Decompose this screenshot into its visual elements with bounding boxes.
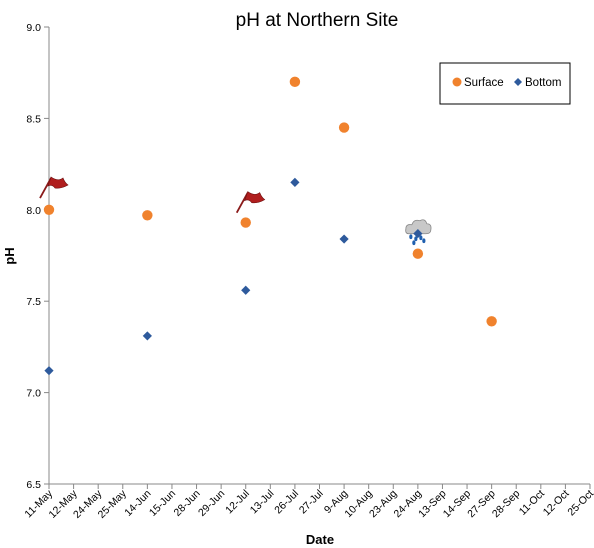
bottom-point xyxy=(413,228,423,239)
y-axis-label: pH xyxy=(2,247,17,264)
x-tick-label: 27-Jul xyxy=(297,488,326,517)
x-tick-label: 11-Oct xyxy=(517,488,547,518)
x-tick-label: 26-Jul xyxy=(272,488,301,517)
flag-cloth xyxy=(244,191,266,204)
surface-point xyxy=(486,316,497,327)
x-tick-label: 28-Jun xyxy=(171,488,202,519)
y-tick-label: 6.5 xyxy=(26,479,41,491)
data-marks xyxy=(43,76,497,376)
rain-drop xyxy=(409,234,413,240)
surface-point xyxy=(338,122,350,133)
bottom-point xyxy=(44,366,54,376)
x-tick-label: 14-Jun xyxy=(122,488,153,519)
surface-point xyxy=(43,204,55,215)
legend: Surface Bottom xyxy=(439,62,571,105)
flag-icon xyxy=(235,191,266,214)
annotation-group xyxy=(39,176,432,246)
surface-point xyxy=(289,76,301,88)
cloud-shape xyxy=(405,219,432,235)
x-tick-label: 25-May xyxy=(96,487,130,521)
rain-drop xyxy=(412,240,416,246)
bottom-point xyxy=(241,285,251,295)
x-tick-label: 13-Jul xyxy=(248,488,277,517)
legend-label-surface: Surface xyxy=(464,77,504,89)
flag-pole xyxy=(39,177,52,199)
legend-marker-surface xyxy=(452,77,462,87)
x-tick-label: 28-Sep xyxy=(490,488,523,521)
rain-cloud-icon xyxy=(405,219,432,246)
y-tick-label: 7.5 xyxy=(26,296,41,308)
rain-drop xyxy=(419,235,423,241)
y-tick-label: 8.5 xyxy=(26,113,41,125)
x-tick-label: 29-Jun xyxy=(196,488,227,519)
legend-label-bottom: Bottom xyxy=(525,77,561,89)
x-tick-group: 11-May12-May24-May25-May14-Jun15-Jun28-J… xyxy=(22,484,594,521)
flag-cloth xyxy=(47,176,69,189)
chart-title: pH at Northern Site xyxy=(236,10,399,31)
y-tick-label: 8.0 xyxy=(26,205,41,217)
y-tick-label: 7.0 xyxy=(26,388,41,400)
y-tick-group: 6.5 7.0 7.5 8.0 8.5 9.0 xyxy=(26,22,49,491)
rain-drop xyxy=(414,236,418,242)
surface-point xyxy=(240,217,251,228)
x-axis-label: Date xyxy=(306,532,334,547)
flag-pole xyxy=(235,192,249,214)
flag-icon xyxy=(39,176,69,199)
surface-point xyxy=(142,210,153,221)
bottom-point xyxy=(290,177,300,187)
bottom-point xyxy=(142,331,152,341)
legend-box xyxy=(439,62,571,105)
x-tick-label: 25-Oct xyxy=(565,488,594,519)
rain-drop xyxy=(422,238,426,244)
y-tick-label: 9.0 xyxy=(26,22,41,34)
bottom-point xyxy=(339,234,349,244)
legend-marker-bottom xyxy=(514,78,522,86)
x-tick-label: 12-Oct xyxy=(541,488,572,519)
x-tick-label: 12-Jul xyxy=(223,488,252,517)
surface-point xyxy=(412,248,424,259)
x-tick-label: 15-Jun xyxy=(147,488,178,519)
